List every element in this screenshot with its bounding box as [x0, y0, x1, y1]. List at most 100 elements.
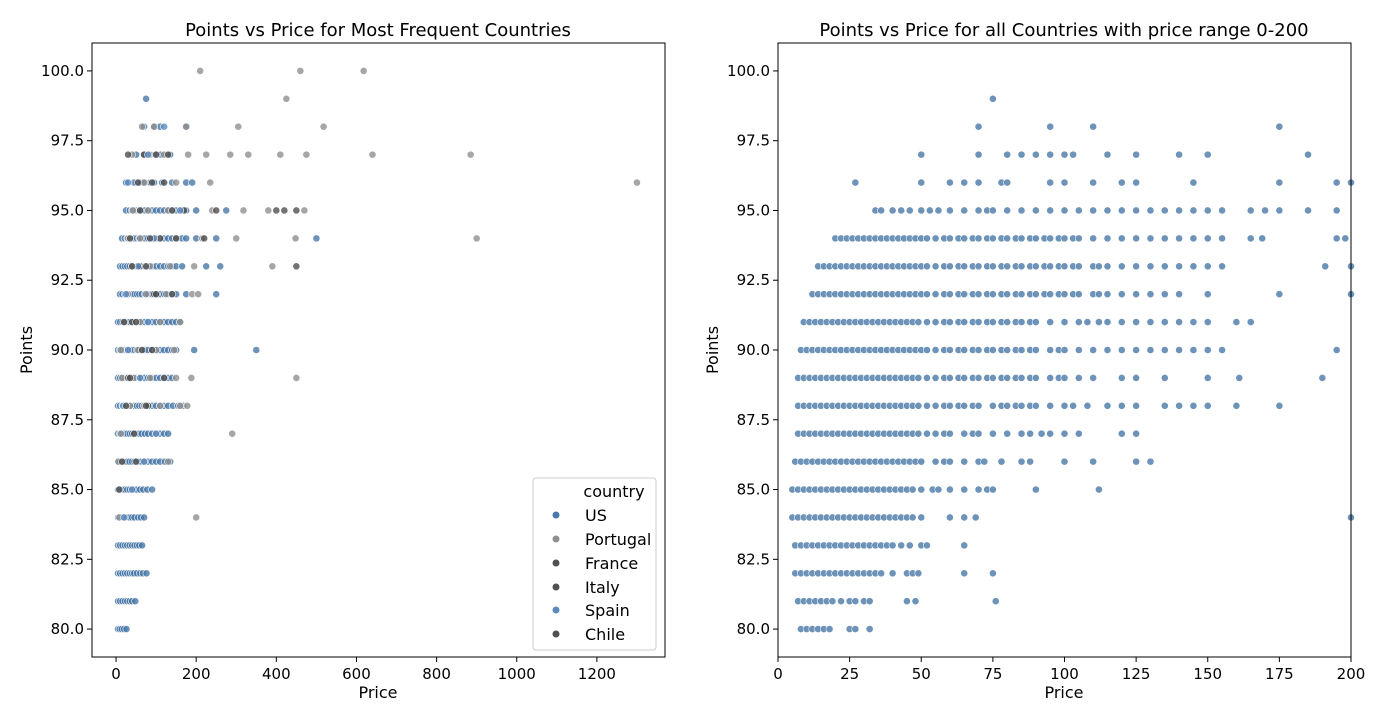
y-tick-label: 90.0	[737, 341, 770, 359]
scatter-point	[172, 374, 181, 382]
scatter-point	[292, 206, 301, 215]
scatter-point	[176, 206, 185, 215]
scatter-point	[144, 206, 152, 215]
scatter-point	[946, 429, 954, 438]
scatter-point	[1218, 262, 1226, 271]
scatter-point	[1341, 234, 1350, 243]
scatter-point	[974, 262, 983, 271]
scatter-point	[148, 346, 157, 354]
legend-entry: Chile	[551, 625, 625, 644]
scatter-point	[1031, 401, 1040, 410]
scatter-point	[182, 122, 191, 131]
scatter-point	[905, 541, 914, 550]
scatter-point	[142, 94, 150, 103]
scatter-point	[988, 485, 997, 494]
scatter-point	[1046, 374, 1055, 382]
scatter-point	[138, 346, 146, 354]
scatter-point	[931, 429, 940, 438]
scatter-point	[917, 485, 926, 494]
scatter-point	[1003, 234, 1012, 243]
scatter-point	[190, 262, 199, 271]
scatter-point	[1261, 206, 1269, 215]
scatter-point	[142, 262, 150, 271]
scatter-point	[1017, 206, 1026, 215]
scatter-point	[946, 290, 954, 299]
scatter-point	[1117, 374, 1126, 382]
scatter-point	[931, 457, 940, 466]
scatter-point	[988, 401, 997, 410]
y-tick-label: 90.0	[51, 341, 84, 359]
scatter-point	[1094, 318, 1103, 326]
scatter-point	[312, 234, 321, 243]
scatter-point	[234, 122, 243, 131]
scatter-point	[138, 541, 146, 550]
scatter-point	[196, 67, 205, 75]
scatter-point	[1017, 374, 1026, 382]
scatter-point	[1146, 318, 1155, 326]
x-tick-label: 0	[773, 665, 783, 683]
scatter-point	[1175, 346, 1183, 354]
scatter-point	[1083, 318, 1092, 326]
y-tick-label: 85.0	[51, 481, 84, 499]
scatter-point	[466, 150, 475, 159]
scatter-point	[128, 485, 136, 494]
scatter-point	[1046, 178, 1055, 187]
scatter-point	[226, 150, 235, 159]
scatter-point	[146, 374, 155, 382]
scatter-point	[142, 569, 151, 578]
scatter-point	[1132, 178, 1141, 187]
y-tick-label: 85.0	[737, 481, 770, 499]
scatter-point	[291, 234, 300, 243]
scatter-point	[1160, 262, 1169, 271]
scatter-point	[1203, 401, 1212, 410]
scatter-point	[923, 401, 931, 410]
scatter-point	[923, 541, 931, 550]
scatter-point	[1089, 457, 1098, 466]
legend-label-us: US	[585, 506, 607, 525]
scatter-point	[914, 401, 923, 410]
x-tick-label: 50	[912, 665, 931, 683]
scatter-point	[1103, 346, 1112, 354]
scatter-point	[946, 346, 954, 354]
scatter-point	[851, 625, 860, 633]
scatter-point	[178, 262, 187, 271]
scatter-point	[980, 457, 989, 466]
scatter-point	[1060, 429, 1069, 438]
scatter-point	[302, 150, 311, 159]
scatter-point	[160, 374, 169, 382]
scatter-point	[1332, 346, 1341, 354]
scatter-point	[960, 374, 969, 382]
scatter-point	[1132, 206, 1141, 215]
scatter-point	[1046, 122, 1055, 131]
scatter-point	[1175, 290, 1183, 299]
scatter-point	[164, 150, 173, 159]
scatter-point	[946, 234, 954, 243]
scatter-point	[1235, 374, 1244, 382]
scatter-point	[988, 262, 997, 271]
legend-label-spain: Spain	[585, 601, 630, 620]
scatter-point	[1046, 150, 1055, 159]
legend-marker-portugal	[551, 534, 561, 544]
legend-entry: France	[551, 554, 638, 573]
scatter-point	[1218, 234, 1226, 243]
scatter-point	[1332, 178, 1341, 187]
scatter-point	[1117, 429, 1126, 438]
scatter-point	[1132, 457, 1141, 466]
scatter-point	[923, 318, 931, 326]
scatter-point	[1117, 346, 1126, 354]
scatter-point	[923, 374, 931, 382]
scatter-point	[828, 597, 837, 606]
scatter-point	[974, 150, 983, 159]
scatter-point	[1117, 262, 1126, 271]
x-tick-label: 600	[342, 665, 371, 683]
scatter-point	[166, 262, 175, 271]
scatter-point	[1031, 206, 1040, 215]
scatter-point	[156, 401, 165, 410]
scatter-point	[837, 597, 845, 606]
scatter-point	[917, 457, 926, 466]
x-tick-label: 0	[111, 665, 121, 683]
scatter-point	[1094, 290, 1103, 299]
x-tick-label: 150	[1193, 665, 1222, 683]
scatter-point	[1094, 485, 1103, 494]
scatter-point	[152, 429, 161, 438]
